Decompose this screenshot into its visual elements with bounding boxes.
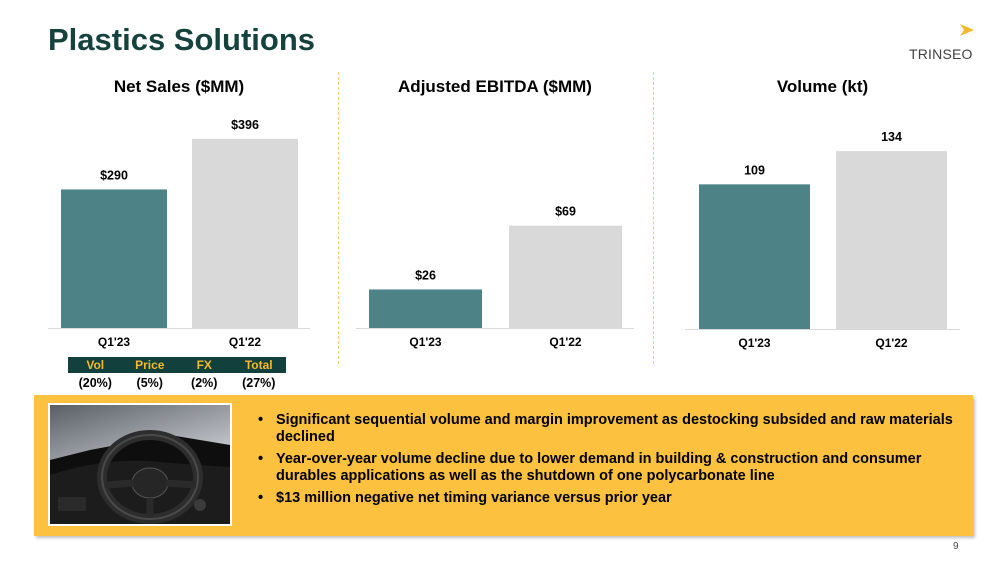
data-label: $290 bbox=[100, 168, 128, 182]
callout-bullet: $13 million negative net timing variance… bbox=[256, 490, 956, 507]
net-sales-chart: Net Sales ($MM) $290 Q1'23 $396 Q1'22 bbox=[48, 75, 310, 375]
chart-plot: $26 Q1'23 $69 Q1'22 bbox=[356, 205, 634, 349]
callout-bullet: Year-over-year volume decline due to low… bbox=[256, 451, 956, 485]
page-title: Plastics Solutions bbox=[48, 22, 316, 57]
x-tick-label: Q1'22 bbox=[229, 335, 262, 349]
callout-bullet: Significant sequential volume and margin… bbox=[256, 412, 956, 446]
chart-plot: $290 Q1'23 $396 Q1'22 bbox=[48, 118, 310, 349]
car-steering-wheel-photo bbox=[48, 403, 232, 526]
bridge-header: Vol bbox=[86, 358, 105, 372]
bridge-value: (5%) bbox=[136, 376, 163, 390]
chevron-mark-icon bbox=[960, 24, 974, 36]
volume-chart: Volume (kt) 109 Q1'23 134 Q1'22 bbox=[685, 75, 960, 375]
x-tick-label: Q1'23 bbox=[98, 335, 131, 349]
bridge-header: Total bbox=[244, 358, 273, 372]
key-points-callout: Significant sequential volume and margin… bbox=[34, 395, 973, 536]
bridge-value: (2%) bbox=[191, 376, 218, 390]
bridge-header: FX bbox=[196, 358, 212, 372]
data-label: 109 bbox=[744, 163, 765, 177]
bar bbox=[369, 289, 482, 328]
chart-title: Volume (kt) bbox=[776, 77, 869, 96]
chart-divider bbox=[653, 72, 654, 364]
bar bbox=[61, 189, 167, 328]
bar bbox=[699, 184, 810, 329]
callout-bullet-list: Significant sequential volume and margin… bbox=[256, 412, 956, 512]
x-tick-label: Q1'23 bbox=[738, 336, 771, 350]
x-tick-label: Q1'22 bbox=[875, 336, 908, 350]
adjusted-ebitda-chart: Adjusted EBITDA ($MM) $26 Q1'23 $69 Q1'22 bbox=[356, 75, 634, 375]
chart-title: Adjusted EBITDA ($MM) bbox=[398, 77, 592, 96]
chart-title: Net Sales ($MM) bbox=[113, 77, 245, 96]
bridge-value: (20%) bbox=[78, 376, 112, 390]
bridge-header: Price bbox=[135, 358, 165, 372]
bridge-header-row: Vol Price FX Total bbox=[68, 357, 286, 373]
data-label: $396 bbox=[231, 118, 259, 132]
bar bbox=[836, 151, 947, 329]
bridge-value: (27%) bbox=[242, 376, 276, 390]
trinseo-logo: TRINSEO bbox=[905, 24, 974, 64]
data-label: $69 bbox=[555, 205, 576, 219]
bridge-value-row: (20%) (5%) (2%) (27%) bbox=[68, 373, 286, 393]
x-tick-label: Q1'23 bbox=[409, 335, 442, 349]
data-label: 134 bbox=[881, 130, 902, 144]
logo-text: TRINSEO bbox=[909, 46, 973, 62]
page-number: 9 bbox=[953, 541, 959, 552]
x-tick-label: Q1'22 bbox=[549, 335, 582, 349]
bar bbox=[509, 225, 622, 328]
chart-plot: 109 Q1'23 134 Q1'22 bbox=[685, 130, 960, 350]
data-label: $26 bbox=[415, 268, 436, 282]
bar bbox=[192, 138, 298, 328]
chart-divider bbox=[338, 72, 339, 364]
sales-bridge-table: Vol Price FX Total (20%) (5%) (2%) (27%) bbox=[68, 357, 286, 393]
